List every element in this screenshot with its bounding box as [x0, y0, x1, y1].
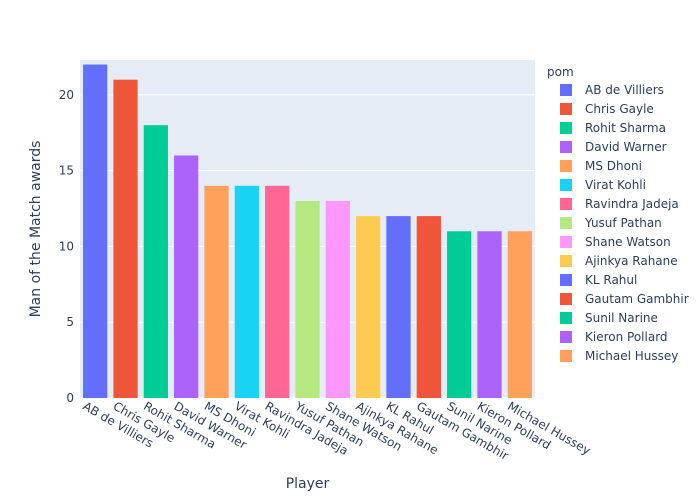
- y-tick-label: 20: [59, 88, 74, 102]
- legend-swatch: [560, 350, 572, 362]
- legend-label: Yusuf Pathan: [584, 216, 662, 230]
- legend-title: pom: [547, 65, 574, 79]
- legend-swatch: [560, 103, 572, 115]
- legend-label: Gautam Gambhir: [585, 292, 689, 306]
- legend-label: AB de Villiers: [585, 83, 664, 97]
- legend-label: Ajinkya Rahane: [585, 254, 678, 268]
- legend-item[interactable]: Rohit Sharma: [560, 121, 666, 135]
- legend-label: Sunil Narine: [585, 311, 658, 325]
- legend-item[interactable]: MS Dhoni: [560, 159, 642, 173]
- legend-label: Rohit Sharma: [585, 121, 666, 135]
- bar[interactable]: [234, 185, 259, 398]
- bar[interactable]: [83, 64, 108, 398]
- legend-swatch: [560, 122, 572, 134]
- bar[interactable]: [325, 200, 350, 398]
- bar[interactable]: [386, 216, 411, 398]
- bar[interactable]: [507, 231, 532, 398]
- legend-label: MS Dhoni: [585, 159, 642, 173]
- x-axis-title: Player: [286, 476, 330, 492]
- legend-swatch: [560, 217, 572, 229]
- bar[interactable]: [204, 185, 229, 398]
- legend-swatch: [560, 274, 572, 286]
- y-tick-label: 0: [66, 391, 74, 405]
- y-tick-label: 15: [59, 164, 74, 178]
- y-tick-label: 10: [59, 239, 74, 253]
- legend-item[interactable]: Sunil Narine: [560, 311, 658, 325]
- bar[interactable]: [416, 216, 441, 398]
- legend-swatch: [560, 141, 572, 153]
- legend-label: Shane Watson: [585, 235, 671, 249]
- legend-swatch: [560, 179, 572, 191]
- y-axis-ticks: 0 5 10 15 20: [59, 88, 74, 405]
- legend-item[interactable]: David Warner: [560, 140, 667, 154]
- legend-label: Ravindra Jadeja: [585, 197, 679, 211]
- legend-swatch: [560, 160, 572, 172]
- legend-swatch: [560, 293, 572, 305]
- legend-item[interactable]: Yusuf Pathan: [560, 216, 662, 230]
- legend-item[interactable]: Michael Hussey: [560, 349, 678, 363]
- bar[interactable]: [265, 185, 290, 398]
- legend-swatch: [560, 198, 572, 210]
- legend-swatch: [560, 255, 572, 267]
- legend-item[interactable]: AB de Villiers: [560, 83, 664, 97]
- legend-swatch: [560, 331, 572, 343]
- legend-swatch: [560, 84, 572, 96]
- legend-item[interactable]: Virat Kohli: [560, 178, 646, 192]
- y-tick-label: 5: [66, 315, 74, 329]
- legend-label: Chris Gayle: [585, 102, 654, 116]
- legend-label: KL Rahul: [585, 273, 637, 287]
- bar[interactable]: [295, 200, 320, 398]
- legend-item[interactable]: Chris Gayle: [560, 102, 654, 116]
- bars: [83, 64, 532, 398]
- legend-item[interactable]: Ravindra Jadeja: [560, 197, 679, 211]
- bar[interactable]: [174, 155, 199, 398]
- legend-item[interactable]: Kieron Pollard: [560, 330, 668, 344]
- legend-item[interactable]: Gautam Gambhir: [560, 292, 689, 306]
- legend-label: David Warner: [585, 140, 667, 154]
- bar[interactable]: [447, 231, 472, 398]
- legend-label: Michael Hussey: [585, 349, 678, 363]
- legend-item[interactable]: KL Rahul: [560, 273, 637, 287]
- legend[interactable]: AB de Villiers Chris Gayle Rohit Sharma Dav…: [560, 83, 689, 363]
- legend-swatch: [560, 236, 572, 248]
- legend-item[interactable]: Shane Watson: [560, 235, 671, 249]
- y-axis-title: Man of the Match awards: [28, 141, 44, 318]
- bar[interactable]: [477, 231, 502, 398]
- legend-label: Kieron Pollard: [585, 330, 668, 344]
- bar[interactable]: [143, 125, 168, 398]
- bar[interactable]: [113, 79, 138, 398]
- legend-item[interactable]: Ajinkya Rahane: [560, 254, 678, 268]
- legend-label: Virat Kohli: [585, 178, 646, 192]
- legend-swatch: [560, 312, 572, 324]
- bar[interactable]: [356, 216, 381, 398]
